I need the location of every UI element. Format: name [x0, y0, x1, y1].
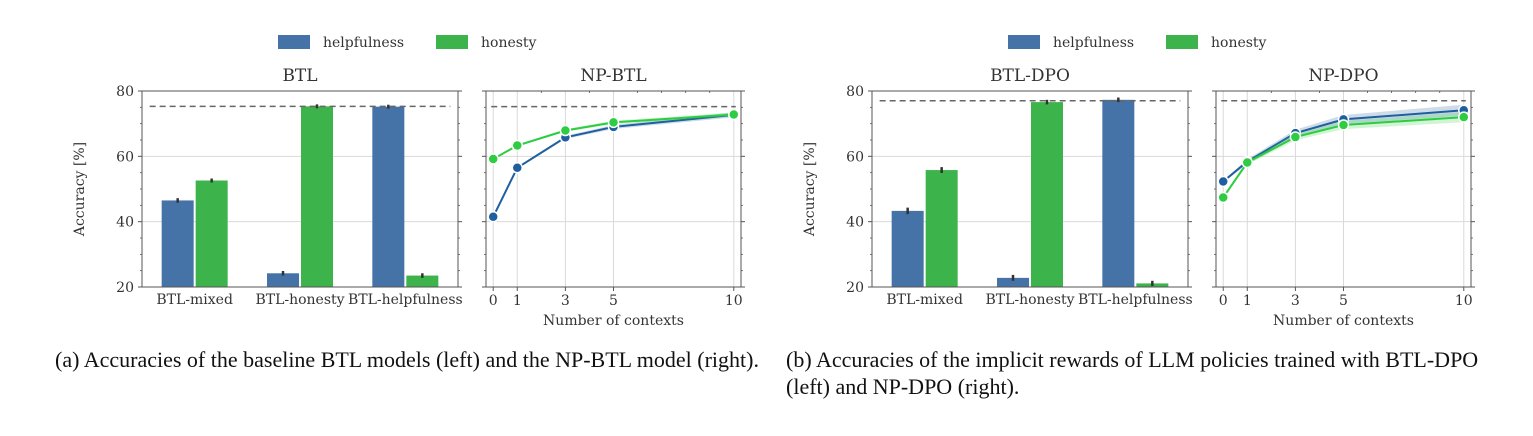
legend-swatch-helpfulness — [278, 35, 310, 49]
bar-helpfulness — [1102, 99, 1135, 287]
legend-label-helpfulness: helpfulness — [1053, 35, 1134, 51]
data-point-helpfulness — [487, 211, 499, 223]
legend-swatch-helpfulness — [1008, 35, 1040, 49]
y-axis-label: Accuracy [%] — [72, 142, 88, 237]
x-tick-label: BTL-mixed — [156, 292, 233, 308]
panel-title-npdpo: NP-DPO — [1308, 66, 1378, 86]
plot-frame — [1215, 90, 1472, 288]
data-point-honesty — [487, 153, 499, 165]
panel-npdpo: NP-DPO 0 1 3 5 10 Number of contexts — [1212, 66, 1475, 329]
y-axis-label: Accuracy [%] — [802, 142, 818, 237]
plot-frame — [141, 90, 459, 288]
panel-btl: BTL 20 40 60 80 Accuracy [%] BTL-mixed BTL-hone… — [72, 66, 463, 308]
legend-swatch-honesty — [436, 35, 468, 49]
caption-b: (b) Accuracies of the implicit rewards o… — [786, 347, 1479, 399]
data-point-honesty — [1241, 156, 1254, 169]
y-tick-label: 80 — [116, 84, 134, 100]
data-point-honesty — [607, 116, 620, 129]
bar-helpfulness — [891, 210, 924, 287]
data-point-honesty — [511, 139, 524, 152]
x-tick-label: BTL-honesty — [255, 292, 344, 308]
bar-honesty — [925, 170, 958, 287]
y-tick-label: 20 — [846, 280, 864, 296]
data-point-honesty — [1337, 119, 1350, 131]
bar-helpfulness — [997, 277, 1029, 287]
y-tick-label: 40 — [846, 215, 864, 231]
plot-frame — [485, 90, 742, 288]
y-tick-label: 20 — [116, 280, 134, 296]
legend-swatch-honesty — [1166, 35, 1198, 49]
caption-a: (a) Accuracies of the baseline BTL model… — [55, 347, 759, 372]
x-axis-label: Number of contexts — [1273, 313, 1414, 329]
bar-honesty — [301, 106, 333, 287]
legend-label-honesty: honesty — [481, 35, 537, 51]
x-axis-label: Number of contexts — [543, 313, 684, 329]
y-tick-label: 40 — [116, 215, 134, 231]
x-tick-label: 10 — [1455, 293, 1473, 309]
plot-frame — [871, 90, 1189, 288]
bar-honesty — [406, 275, 439, 287]
x-tick-label: 0 — [489, 293, 498, 309]
bar-honesty — [1031, 102, 1063, 288]
legend-label-honesty: honesty — [1211, 35, 1267, 51]
x-tick-label: 0 — [1219, 293, 1228, 309]
y-tick-label: 60 — [846, 149, 864, 165]
y-tick-label: 60 — [116, 149, 134, 165]
x-tick-label: 1 — [513, 293, 522, 309]
confidence-band-honesty — [1223, 112, 1464, 199]
panel-title-btl: BTL — [282, 66, 317, 86]
data-point-helpfulness — [511, 162, 524, 174]
x-tick-label: BTL-helpfulness — [348, 292, 463, 308]
x-tick-label: BTL-mixed — [886, 292, 963, 308]
x-tick-label: 1 — [1243, 293, 1252, 309]
x-tick-label: 5 — [609, 293, 618, 309]
legend-b: helpfulness honesty — [1008, 35, 1267, 51]
data-point-honesty — [559, 124, 572, 137]
data-point-honesty — [1289, 131, 1302, 143]
x-tick-label: 5 — [1339, 293, 1348, 309]
panel-title-btldpo: BTL-DPO — [990, 66, 1070, 86]
data-point-honesty — [1217, 191, 1229, 204]
panel-title-npbtl: NP-BTL — [580, 66, 646, 86]
data-point-honesty — [728, 108, 740, 121]
panel-btldpo: BTL-DPO 20 40 60 80 Accuracy [%] BTL-mixed BTL-… — [802, 66, 1193, 308]
legend-a: helpfulness honesty — [278, 35, 537, 51]
x-tick-label: BTL-helpfulness — [1078, 292, 1193, 308]
legend-label-helpfulness: helpfulness — [323, 35, 404, 51]
y-tick-label: 80 — [846, 84, 864, 100]
x-tick-label: BTL-honesty — [985, 292, 1074, 308]
data-point-helpfulness — [1217, 175, 1229, 188]
panel-npbtl: NP-BTL 0 1 3 5 10 Number of contexts — [482, 66, 745, 329]
bar-helpfulness — [267, 273, 299, 287]
x-tick-label: 10 — [725, 293, 743, 309]
x-tick-label: 3 — [1291, 293, 1300, 309]
bar-helpfulness — [161, 200, 194, 287]
bar-honesty — [195, 180, 228, 287]
bar-helpfulness — [372, 106, 405, 288]
data-point-honesty — [1458, 111, 1470, 123]
x-tick-label: 3 — [561, 293, 570, 309]
